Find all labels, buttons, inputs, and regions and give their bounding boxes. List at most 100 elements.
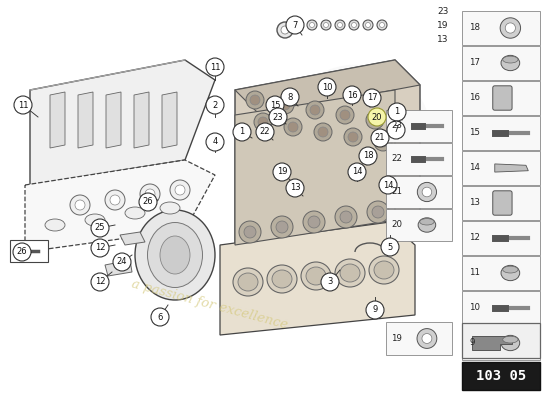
Text: 4: 4: [212, 138, 218, 146]
Ellipse shape: [238, 273, 258, 291]
Circle shape: [308, 216, 320, 228]
Ellipse shape: [147, 222, 202, 288]
Circle shape: [366, 301, 384, 319]
Circle shape: [233, 123, 251, 141]
Circle shape: [387, 121, 405, 139]
Text: 19: 19: [437, 22, 449, 30]
Bar: [462, 46, 540, 80]
Bar: [462, 11, 540, 45]
Text: 21: 21: [391, 187, 402, 196]
Text: 16: 16: [346, 90, 358, 100]
Circle shape: [366, 22, 371, 28]
Ellipse shape: [369, 256, 399, 284]
Circle shape: [417, 182, 437, 202]
Circle shape: [105, 190, 125, 210]
Circle shape: [13, 243, 31, 261]
Circle shape: [349, 20, 359, 30]
Text: 21: 21: [375, 134, 385, 142]
Circle shape: [284, 118, 302, 136]
Text: 16: 16: [469, 93, 480, 102]
Ellipse shape: [374, 261, 394, 279]
Circle shape: [310, 22, 315, 28]
Text: 18: 18: [362, 152, 373, 160]
Circle shape: [321, 273, 339, 291]
Circle shape: [110, 195, 120, 205]
Text: 23: 23: [273, 112, 283, 122]
Text: 23: 23: [391, 121, 402, 130]
Circle shape: [318, 78, 336, 96]
Polygon shape: [134, 92, 149, 148]
Text: 17: 17: [367, 94, 377, 102]
FancyBboxPatch shape: [493, 191, 512, 215]
Text: 3: 3: [327, 278, 333, 286]
Circle shape: [288, 122, 298, 132]
Circle shape: [170, 180, 190, 200]
Circle shape: [286, 179, 304, 197]
Polygon shape: [50, 92, 65, 148]
Text: 11: 11: [18, 100, 28, 110]
Circle shape: [175, 185, 185, 195]
Bar: [462, 221, 540, 255]
Ellipse shape: [340, 264, 360, 282]
Circle shape: [286, 16, 304, 34]
Text: 25: 25: [95, 224, 105, 232]
Bar: [462, 256, 540, 290]
Circle shape: [91, 239, 109, 257]
Text: 19: 19: [277, 168, 287, 176]
Circle shape: [379, 176, 397, 194]
Text: 14: 14: [383, 180, 393, 190]
Circle shape: [318, 127, 328, 137]
Ellipse shape: [501, 265, 520, 281]
Bar: [462, 323, 540, 358]
Text: 26: 26: [142, 198, 153, 206]
Circle shape: [343, 86, 361, 104]
Text: 9: 9: [372, 306, 378, 314]
Bar: [386, 209, 452, 241]
Text: 18: 18: [469, 23, 480, 32]
Text: 11: 11: [210, 62, 220, 72]
Circle shape: [145, 189, 155, 199]
FancyBboxPatch shape: [10, 240, 48, 262]
Circle shape: [377, 20, 387, 30]
Circle shape: [293, 20, 303, 30]
Circle shape: [303, 211, 325, 233]
Polygon shape: [120, 232, 145, 245]
Circle shape: [295, 22, 300, 28]
Circle shape: [276, 96, 294, 114]
Circle shape: [422, 187, 432, 197]
Circle shape: [417, 329, 437, 348]
Circle shape: [363, 89, 381, 107]
Ellipse shape: [85, 214, 105, 226]
Ellipse shape: [135, 210, 215, 300]
Circle shape: [250, 95, 260, 105]
Circle shape: [351, 22, 356, 28]
Text: 14: 14: [352, 168, 362, 176]
Polygon shape: [235, 90, 395, 245]
Polygon shape: [235, 60, 420, 115]
Text: 20: 20: [391, 220, 402, 229]
Ellipse shape: [233, 268, 263, 296]
Polygon shape: [105, 260, 132, 276]
Ellipse shape: [160, 202, 180, 214]
Text: 12: 12: [95, 244, 105, 252]
Circle shape: [344, 128, 362, 146]
Bar: [386, 143, 452, 175]
Bar: [462, 116, 540, 150]
Circle shape: [244, 226, 256, 238]
Ellipse shape: [503, 266, 518, 273]
Circle shape: [321, 20, 331, 30]
Circle shape: [374, 133, 392, 151]
Ellipse shape: [501, 335, 520, 351]
Text: a passion for excellence: a passion for excellence: [130, 278, 289, 332]
Polygon shape: [30, 60, 215, 185]
Circle shape: [338, 22, 343, 28]
Circle shape: [335, 20, 345, 30]
Circle shape: [310, 105, 320, 115]
Circle shape: [307, 20, 317, 30]
Text: 12: 12: [469, 233, 480, 242]
Polygon shape: [25, 160, 215, 252]
Text: 13: 13: [437, 36, 449, 44]
Polygon shape: [472, 336, 512, 350]
Text: 15: 15: [270, 100, 280, 110]
Polygon shape: [235, 60, 420, 245]
